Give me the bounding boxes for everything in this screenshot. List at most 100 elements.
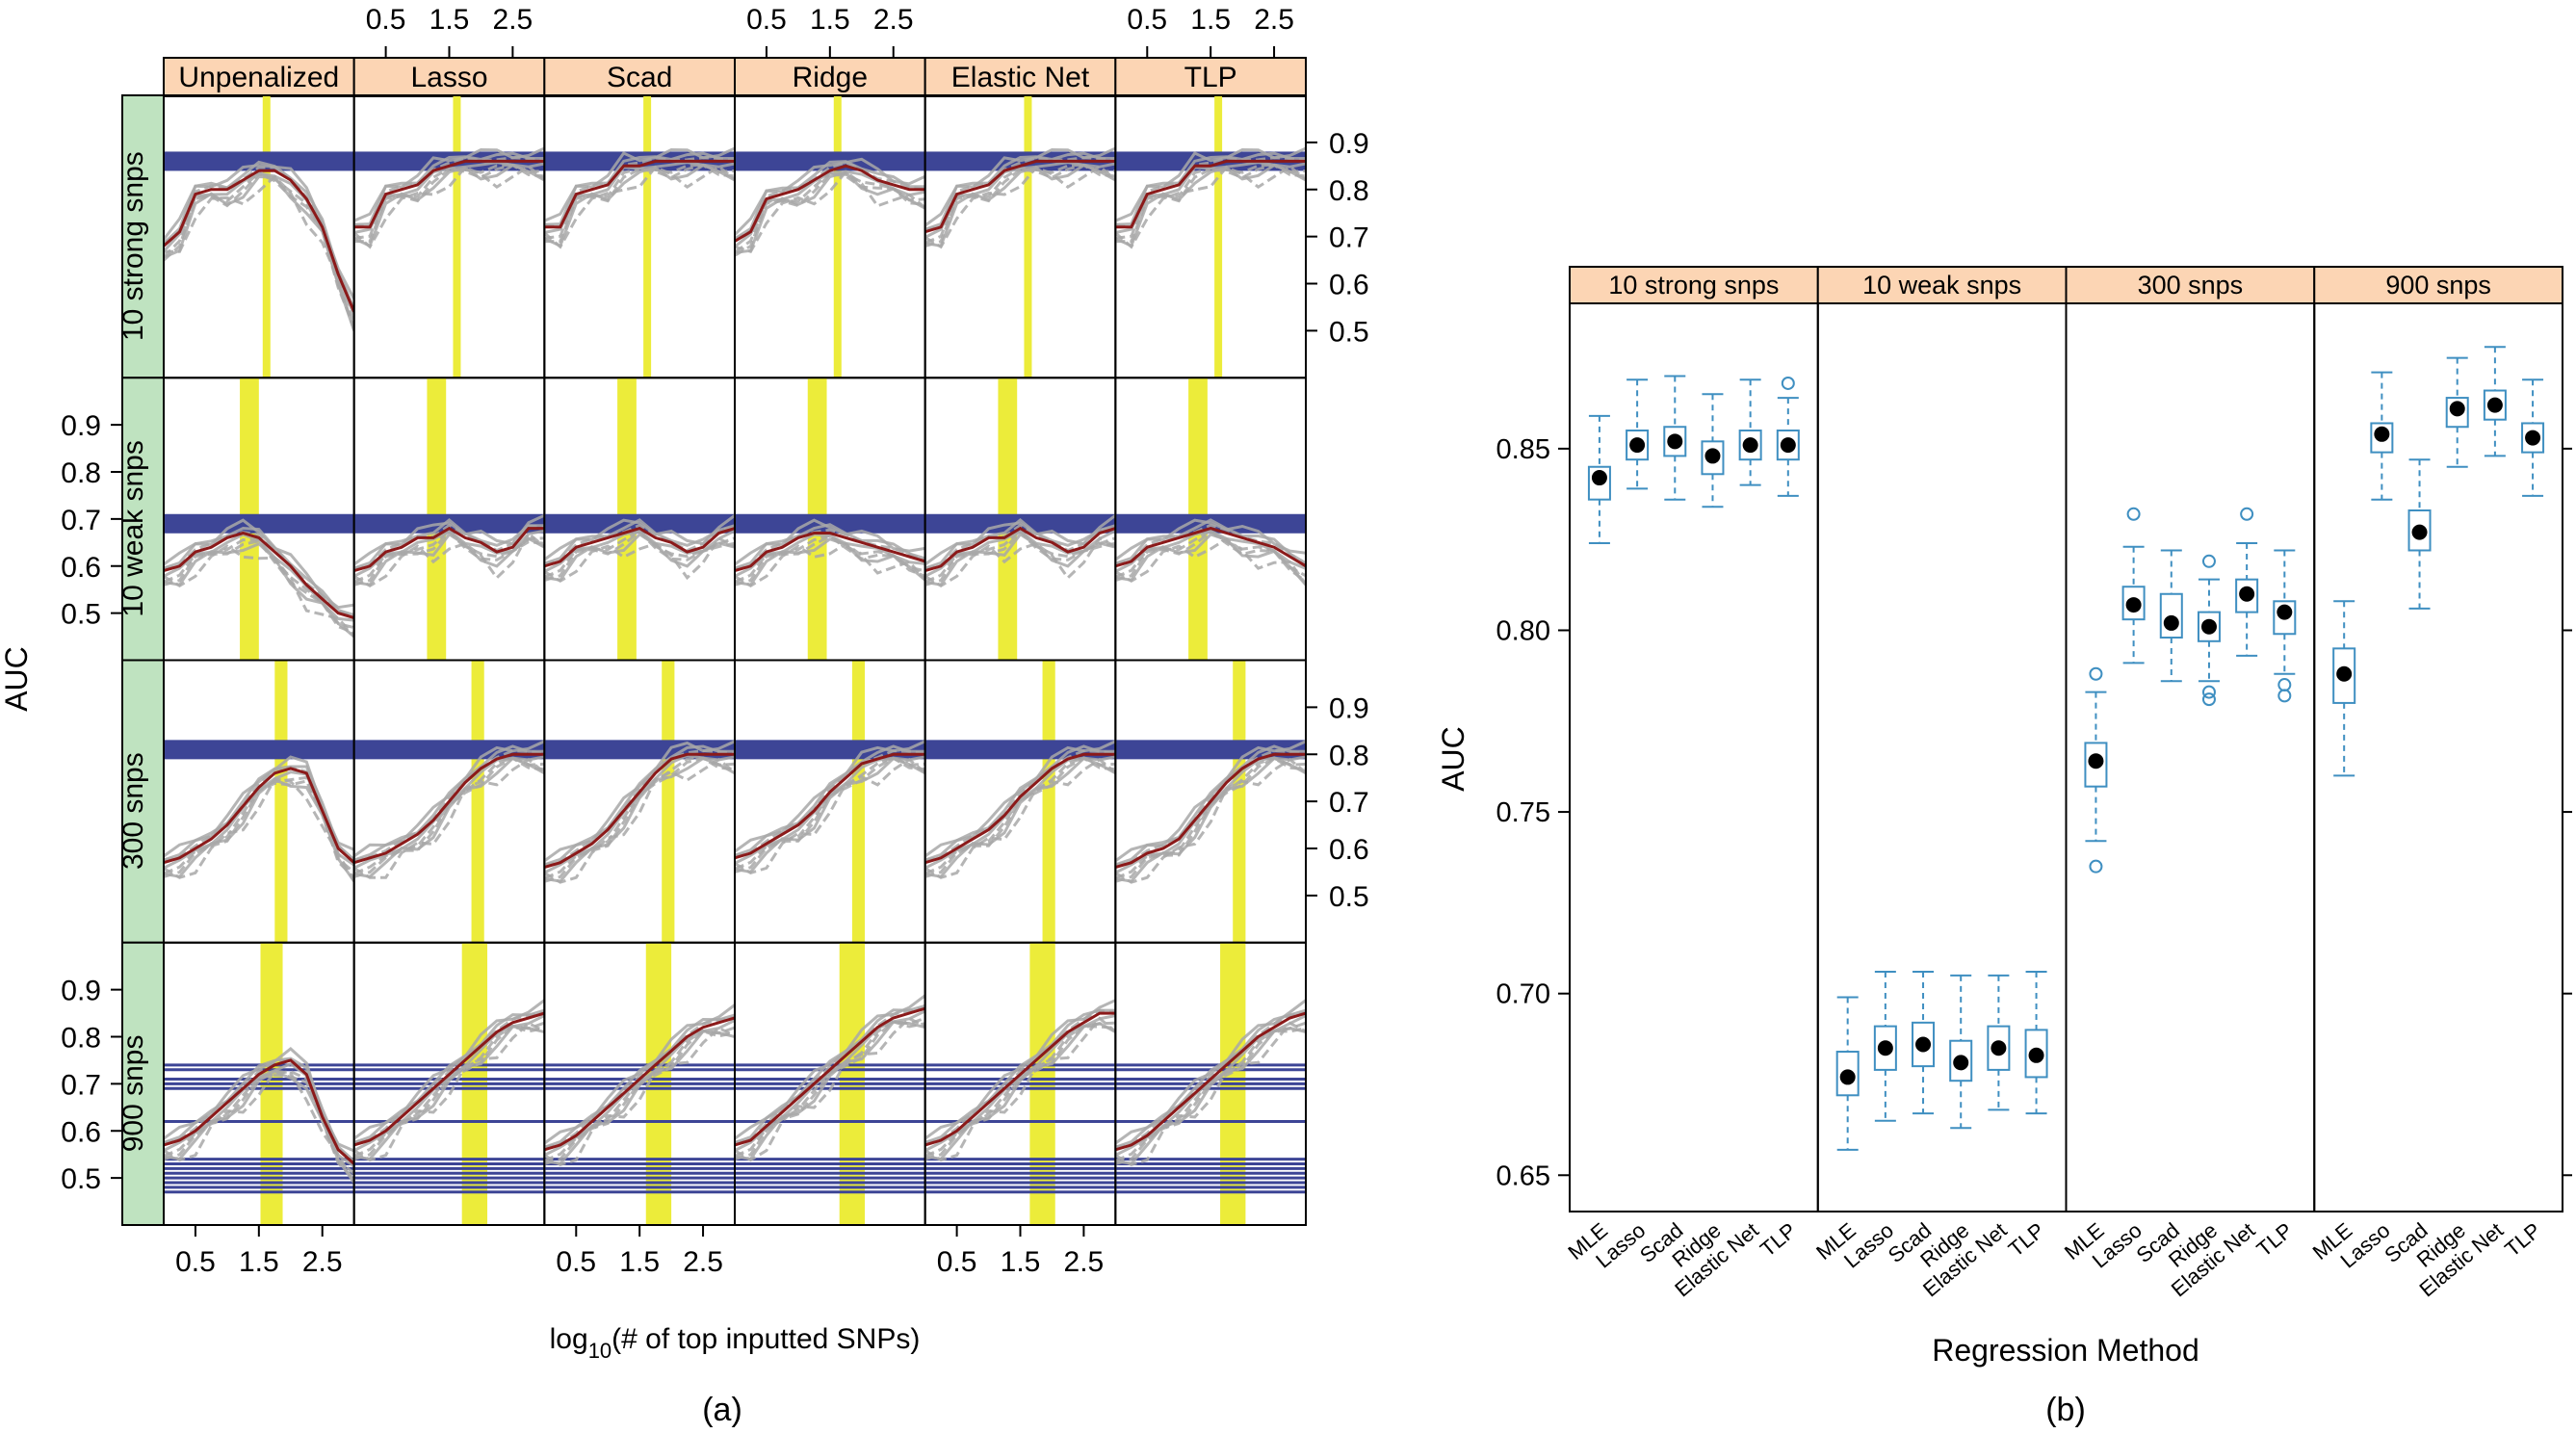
replicate-curve — [544, 740, 735, 863]
column-label: Scad — [607, 62, 672, 93]
median-dot — [2125, 597, 2142, 613]
panel-strip-label: 300 snps — [2138, 271, 2244, 300]
mean-curve — [924, 159, 1116, 234]
x-tick-label: 1.5 — [1190, 4, 1231, 36]
optimal-band — [453, 95, 461, 378]
reference-auc-band — [164, 740, 354, 760]
replicate-curve — [544, 1026, 735, 1167]
reference-auc-band — [353, 740, 545, 760]
trellis-panel — [924, 942, 1116, 1225]
replicate-curve — [544, 165, 735, 249]
panel-border — [543, 659, 736, 944]
median-dot — [1877, 1040, 1893, 1056]
mean-curve — [735, 752, 925, 860]
replicate-curve — [735, 169, 925, 253]
replicate-curve — [544, 514, 735, 561]
replicate-curve — [924, 999, 1116, 1140]
trellis-panel — [544, 95, 735, 378]
optimal-band — [471, 660, 484, 943]
mean-curve — [924, 1011, 1116, 1147]
row-label: 10 weak snps — [117, 440, 149, 616]
replicate-curve — [924, 757, 1116, 879]
y-tick-label: 0.5 — [61, 599, 101, 631]
panel-border — [734, 94, 926, 379]
median-dot — [2525, 430, 2541, 446]
x-axis-label-log: log — [550, 1323, 588, 1355]
y-tick-label: 0.6 — [1329, 834, 1369, 866]
median-dot — [1591, 470, 1607, 486]
trellis-panel — [1115, 942, 1307, 1225]
mean-curve — [164, 767, 354, 865]
trellis-panel — [164, 95, 354, 378]
y-tick-label: 0.7 — [1329, 222, 1369, 254]
replicate-curve — [544, 536, 735, 584]
trellis-panel — [735, 95, 925, 378]
panel-border — [734, 659, 926, 944]
panel-strip-label: 10 weak snps — [1862, 271, 2021, 300]
box — [2273, 600, 2297, 636]
mean-curve — [735, 532, 925, 573]
x-tick-label: 2.5 — [873, 4, 914, 36]
trellis-panel — [164, 378, 354, 661]
box — [1663, 426, 1687, 457]
replicate-curve — [353, 146, 545, 222]
y-tick-label: 0.8 — [1329, 175, 1369, 207]
x-tick-label: 0.5 — [366, 4, 406, 36]
mean-curve — [924, 526, 1116, 573]
replicate-curve — [924, 146, 1116, 227]
box — [1873, 1025, 1897, 1071]
x-tick-label: 0.5 — [746, 4, 787, 36]
y-tick-label: 0.6 — [1329, 270, 1369, 301]
box-panel-border — [2065, 302, 2316, 1212]
y-tick-label: 0.6 — [61, 552, 101, 584]
mean-curve — [353, 1011, 545, 1147]
y-tick-label: 0.85 — [1496, 434, 1550, 465]
replicate-curve — [1115, 740, 1307, 863]
optimal-band — [851, 660, 866, 943]
y-tick-label: 0.9 — [1329, 692, 1369, 724]
box — [1949, 1039, 1973, 1082]
median-dot — [2374, 426, 2390, 442]
optimal-band — [833, 95, 842, 378]
replicate-curve — [164, 1069, 354, 1184]
y-axis-label: AUC — [1436, 726, 1470, 792]
replicate-curve — [544, 163, 735, 244]
box-panel-border — [2313, 302, 2563, 1212]
replicate-curve — [1115, 757, 1307, 884]
trellis-panel — [164, 660, 354, 943]
median-dot — [1704, 448, 1721, 464]
trellis-panel — [924, 95, 1116, 378]
row-label: 10 strong snps — [117, 151, 149, 341]
box — [1587, 465, 1611, 501]
outlier-point — [2201, 554, 2216, 568]
outlier-point — [2089, 859, 2103, 873]
optimal-band — [1214, 95, 1223, 378]
column-label: Elastic Net — [951, 62, 1090, 93]
replicate-curve — [353, 740, 545, 858]
replicate-curve — [1115, 748, 1307, 867]
box — [2159, 592, 2183, 639]
mean-curve — [164, 169, 354, 313]
trellis-panel — [1115, 95, 1307, 378]
optimal-band — [662, 660, 675, 943]
replicate-curve — [544, 146, 735, 222]
box — [2084, 742, 2108, 788]
x-tick-label: 2.5 — [1254, 4, 1294, 36]
replicate-curve — [735, 756, 925, 874]
x-tick-label: 1.5 — [810, 4, 850, 36]
mean-curve — [1115, 159, 1306, 229]
median-dot — [2239, 586, 2255, 602]
column-strip — [163, 57, 355, 97]
box — [1701, 440, 1725, 476]
x-tick-label: 2.5 — [493, 4, 533, 36]
trellis-panel — [735, 942, 925, 1225]
category-label: TLP — [2252, 1218, 2298, 1262]
box — [2235, 578, 2259, 613]
optimal-band — [1024, 95, 1032, 378]
median-dot — [2088, 753, 2104, 769]
outlier-point — [2201, 685, 2216, 699]
y-axis-label: AUC — [0, 646, 34, 712]
replicate-curve — [1115, 1027, 1307, 1166]
y-tick-label: 0.7 — [1329, 787, 1369, 819]
